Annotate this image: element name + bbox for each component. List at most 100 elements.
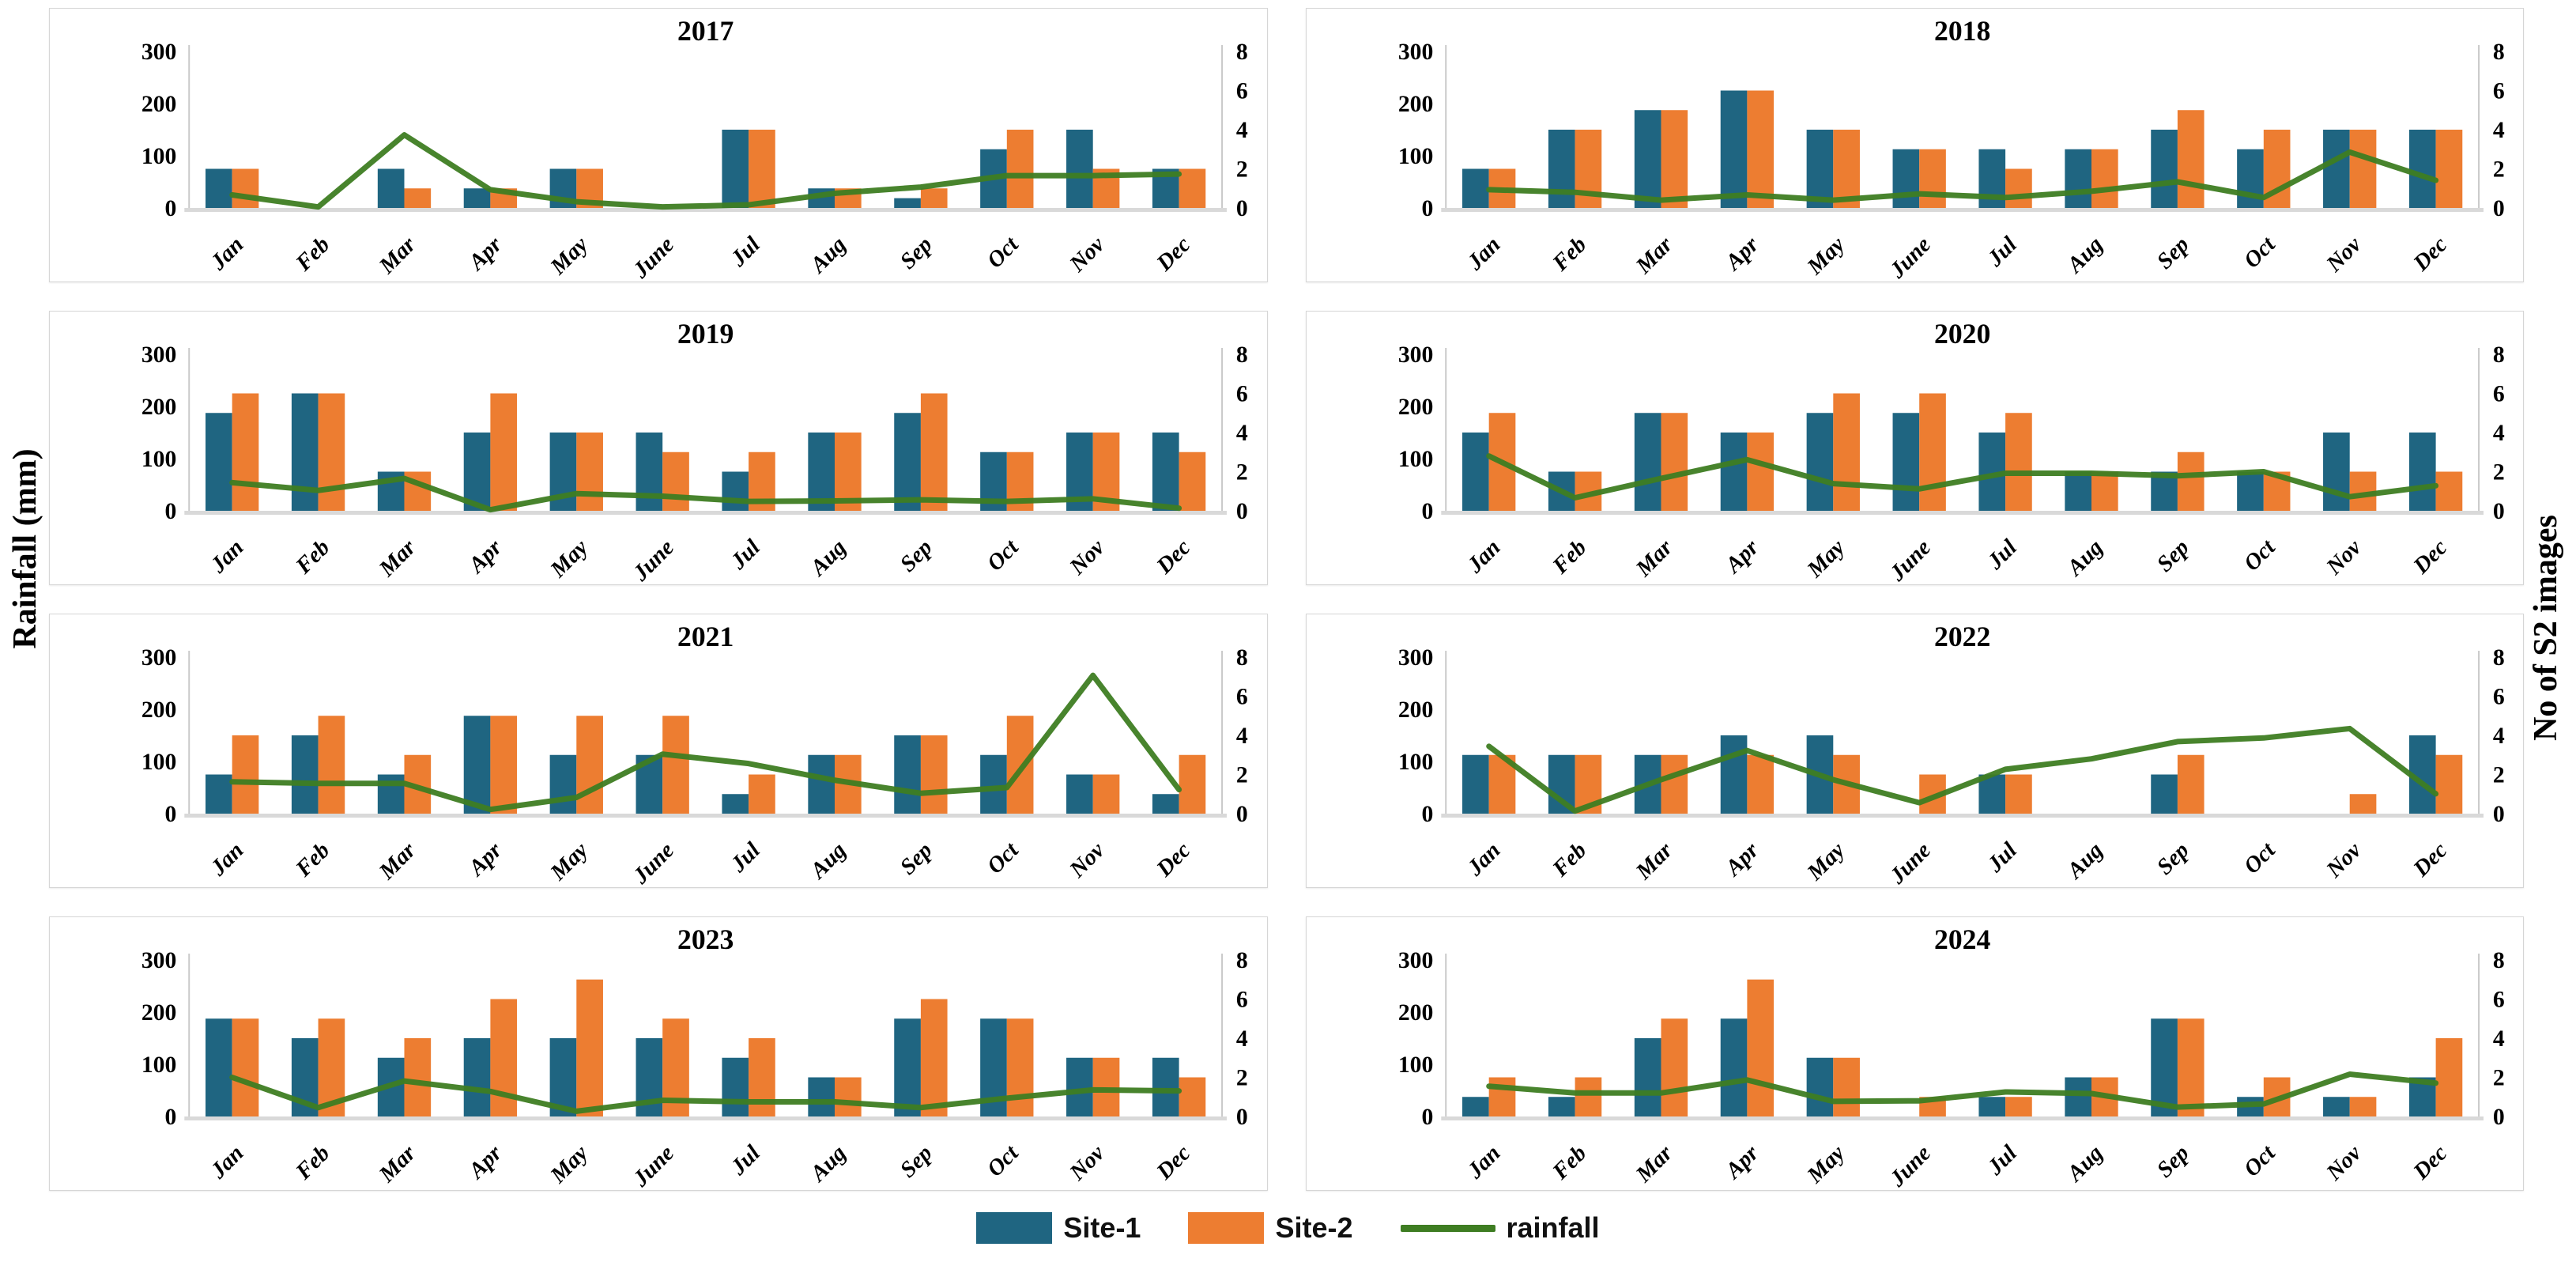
bar-site1-Apr bbox=[1720, 90, 1747, 208]
bar-site1-Jan bbox=[206, 1018, 232, 1116]
legend-site2-label: Site-2 bbox=[1275, 1211, 1353, 1244]
bar-site1-Oct bbox=[980, 754, 1007, 814]
left-axis-tick: 300 bbox=[141, 947, 177, 973]
right-axis-tick: 0 bbox=[1236, 498, 1248, 524]
right-axis-tick: 6 bbox=[2492, 77, 2504, 104]
bar-site2-Oct bbox=[1006, 716, 1034, 814]
bar-site1-Aug bbox=[2064, 149, 2091, 208]
month-label-Jul: Jul bbox=[726, 1140, 765, 1181]
month-label-Feb: Feb bbox=[290, 837, 334, 882]
bar-site2-Mar bbox=[1660, 1018, 1688, 1116]
right-axis-tick: 6 bbox=[1236, 380, 1248, 406]
right-axis-tick: 4 bbox=[1236, 420, 1248, 446]
month-label-June: June bbox=[628, 1140, 679, 1190]
x-axis-line bbox=[184, 1116, 1228, 1120]
bar-site2-Oct bbox=[1006, 130, 1034, 208]
x-axis-line bbox=[184, 511, 1228, 515]
month-label-Jul: Jul bbox=[726, 837, 765, 878]
month-label-Nov: Nov bbox=[2321, 534, 2367, 580]
month-label-Jul: Jul bbox=[1982, 1140, 2021, 1181]
left-axis-tick: 100 bbox=[141, 749, 177, 775]
right-axis-tick: 6 bbox=[2492, 683, 2504, 709]
bar-site1-Sep bbox=[894, 735, 921, 814]
bar-site1-Nov bbox=[1066, 1057, 1093, 1116]
bar-site1-Sep bbox=[894, 198, 921, 208]
bar-site1-Jan bbox=[1461, 433, 1489, 511]
right-axis-tick: 6 bbox=[1236, 683, 1248, 709]
bar-site1-Dec bbox=[1152, 794, 1179, 814]
rainfall-line bbox=[1485, 453, 2438, 501]
month-label-May: May bbox=[1801, 232, 1850, 280]
bar-site1-Sep bbox=[894, 413, 921, 511]
month-label-Sep: Sep bbox=[896, 837, 937, 879]
month-label-Aug: Aug bbox=[2061, 1140, 2107, 1187]
right-axis-tick: 8 bbox=[1236, 39, 1248, 65]
bar-site2-Dec bbox=[1179, 451, 1206, 511]
bar-site2-May bbox=[1832, 393, 1860, 511]
bar-site2-Sep bbox=[920, 393, 948, 511]
bar-site1-Aug bbox=[808, 754, 835, 814]
bar-site1-Apr bbox=[463, 716, 491, 814]
month-label-Aug: Aug bbox=[805, 535, 851, 581]
month-label-May: May bbox=[1801, 837, 1850, 886]
bar-site1-Jul bbox=[722, 130, 749, 208]
bar-site1-Dec bbox=[2408, 433, 2436, 511]
bar-site1-Jul bbox=[1978, 774, 2005, 814]
bar-site2-Apr bbox=[1746, 754, 1774, 814]
left-axis-tick: 100 bbox=[1397, 446, 1433, 472]
month-label-June: June bbox=[1884, 837, 1936, 887]
bar-site2-Sep bbox=[2177, 451, 2204, 511]
bar-site2-Nov bbox=[1092, 1057, 1120, 1116]
chart-title: 2019 bbox=[677, 318, 734, 349]
bar-site2-Sep bbox=[920, 735, 948, 814]
bar-site1-Feb bbox=[1548, 130, 1575, 208]
month-label-Nov: Nov bbox=[2321, 1139, 2367, 1185]
bar-site2-Aug bbox=[2091, 471, 2118, 511]
bar-site1-May bbox=[1806, 130, 1833, 208]
legend: Site-1 Site-2 rainfall bbox=[0, 1211, 2576, 1245]
chart-svg-2022: 2022 0 100 200 300 0 2 4 6 8 Jan Feb Mar Apr May June Ju… bbox=[1397, 621, 2504, 887]
month-label-Apr: Apr bbox=[463, 1140, 507, 1185]
left-axis-tick: 200 bbox=[141, 394, 177, 420]
bar-site2-June bbox=[662, 716, 689, 814]
month-label-Mar: Mar bbox=[374, 837, 421, 885]
right-axis-tick: 4 bbox=[1236, 723, 1248, 749]
left-axis-tick: 300 bbox=[1397, 342, 1433, 368]
month-label-Nov: Nov bbox=[2321, 837, 2367, 882]
bar-site2-Nov bbox=[1092, 774, 1120, 814]
bar-site2-Jul bbox=[2005, 168, 2032, 208]
month-label-June: June bbox=[1884, 1140, 1936, 1190]
rainfall-line bbox=[229, 475, 1182, 513]
month-label-Jan: Jan bbox=[1461, 1140, 1505, 1184]
bar-site1-Apr bbox=[463, 188, 491, 208]
month-label-Jul: Jul bbox=[1982, 837, 2021, 878]
chart-title: 2018 bbox=[1934, 15, 1990, 47]
left-axis-tick: 200 bbox=[1397, 999, 1433, 1026]
bar-site2-Dec bbox=[1179, 754, 1206, 814]
month-label-Oct: Oct bbox=[2238, 535, 2280, 576]
rainfall-line bbox=[1485, 725, 2438, 814]
bar-site2-Mar bbox=[404, 188, 432, 208]
month-label-Sep: Sep bbox=[2152, 232, 2193, 274]
right-axis-tick: 0 bbox=[2492, 1104, 2504, 1130]
month-label-Nov: Nov bbox=[1064, 231, 1110, 277]
month-label-June: June bbox=[1884, 232, 1936, 281]
site1-swatch-icon bbox=[976, 1212, 1053, 1244]
bar-site1-May bbox=[1806, 413, 1833, 511]
right-axis-tick: 8 bbox=[2492, 644, 2504, 671]
left-axis-tick: 100 bbox=[1397, 749, 1433, 775]
left-axis-tick: 200 bbox=[141, 697, 177, 723]
bar-site2-Sep bbox=[920, 188, 948, 208]
figure: Rainfall (mm) 2017 0 100 200 300 0 2 4 6 8 Jan Feb M… bbox=[7, 8, 2564, 1191]
month-label-Jan: Jan bbox=[1461, 837, 1505, 881]
bar-site1-Sep bbox=[894, 1018, 921, 1116]
bar-site1-Jan bbox=[206, 774, 232, 814]
month-label-Feb: Feb bbox=[290, 535, 334, 579]
month-label-Jan: Jan bbox=[1461, 232, 1505, 275]
right-axis-tick: 6 bbox=[2492, 986, 2504, 1012]
month-label-Mar: Mar bbox=[1630, 837, 1677, 885]
left-axis-tick: 0 bbox=[165, 498, 177, 524]
right-axis-tick: 2 bbox=[1236, 156, 1248, 182]
bar-site2-Jan bbox=[232, 735, 259, 814]
legend-item-site1: Site-1 bbox=[976, 1211, 1141, 1245]
